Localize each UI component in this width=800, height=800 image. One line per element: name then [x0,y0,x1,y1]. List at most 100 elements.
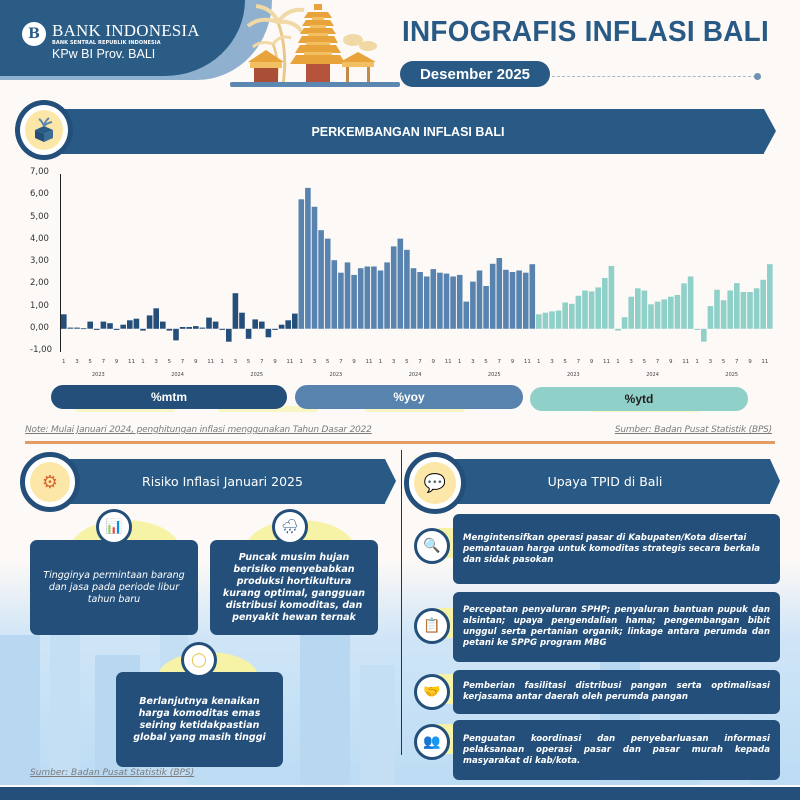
bar-ytd [714,289,720,329]
bar-yoy [450,276,456,329]
bar-mtm [179,327,186,329]
gold-ring-icon: ◯ [191,652,207,668]
bar-yoy [377,270,384,329]
bar-yoy [470,281,476,329]
bar-yoy [318,230,324,329]
x-tick-label: 9 [748,359,752,365]
bar-mtm [292,313,298,329]
bar-mtm [199,327,206,329]
bar-mtm [100,321,107,329]
bar-ytd [681,283,687,329]
x-year-label: 2023 [92,372,105,378]
x-tick-label: 5 [167,359,172,365]
legend-ytd[interactable]: %ytd [530,387,748,411]
temple-ground-line [230,82,400,87]
bar-mtm [146,315,153,329]
bank-indonesia-logo: B BANK INDONESIA BANK SENTRAL REPUBLIK I… [22,22,200,61]
x-tick-label: 11 [128,359,135,365]
x-tick-label: 1 [141,359,145,365]
x-tick-label: 7 [735,359,739,365]
upaya-icon-2: 📋 [414,608,450,644]
bar-ytd [575,295,582,329]
x-tick-label: 9 [114,359,119,365]
bar-ytd [661,299,667,329]
x-tick-label: 7 [418,359,422,365]
bar-ytd [641,290,648,329]
bar-ytd [740,292,747,329]
banner-arrow [764,109,776,153]
bar-ytd [608,266,615,329]
x-tick-label: 5 [325,359,330,365]
chart-note: Note: Mulai Januari 2024, penghitungan i… [25,425,372,435]
y-tick-label: 5,00 [30,211,49,222]
bar-mtm [87,321,93,329]
x-tick-label: 7 [655,359,660,365]
y-tick-label: 2,00 [30,278,49,289]
x-tick-label: 11 [207,359,215,365]
y-tick-label: 1,00 [30,300,49,311]
x-year-label: 2023 [329,372,343,378]
bar-ytd [588,291,595,329]
bar-yoy [516,270,522,329]
x-tick-label: 9 [431,359,436,365]
bar-mtm [120,324,126,329]
bar-yoy [529,264,536,329]
bar-mtm [193,326,199,329]
chart-section-icon [15,100,73,160]
bar-mtm [113,328,120,330]
org-name: BANK INDONESIA [52,21,200,40]
bar-ytd [668,296,674,329]
y-tick-label: 3,00 [30,256,49,266]
x-tick-label: 11 [603,359,610,365]
bi-logo-icon: B [22,22,46,46]
risk-section-icon: ⚙ [20,452,80,512]
risk-icon-gold: ◯ [181,642,217,678]
bar-yoy [344,262,351,329]
period-badge: Desember 2025 [400,61,550,87]
bar-ytd [654,301,661,329]
chart-section-banner: PERKEMBANGAN INFLASI BALI [52,109,764,154]
upaya-section-icon: 💬 [404,452,466,514]
bar-ytd [562,302,568,329]
bar-ytd [720,300,727,329]
bar-mtm [232,293,239,329]
bar-ytd [602,278,608,329]
upaya-card-2: Percepatan penyaluran SPHP; penyaluran b… [453,592,780,662]
bar-ytd [549,311,555,329]
bar-yoy [404,249,410,329]
x-tick-label: 5 [405,359,409,365]
bar-ytd [582,290,588,329]
bar-ytd [701,328,707,342]
bar-mtm [226,328,232,342]
risk-section-title: Risiko Inflasi Januari 2025 [142,474,303,489]
bar-mtm [127,320,133,329]
legend-mtm[interactable]: %mtm [51,385,287,409]
bar-yoy [357,268,364,329]
x-tick-label: 7 [339,359,343,365]
legend-yoy[interactable]: %yoy [295,385,523,409]
x-tick-label: 1 [537,359,541,365]
bar-ytd [536,314,542,329]
inflation-bar-chart: 7,00 6,00 5,00 4,00 3,00 2,00 1,00 0,00 -1,00 1 3… [30,166,775,386]
risk-card-demand: Tingginya permintaan barang dan jasa pad… [30,540,198,635]
bar-yoy [397,238,404,329]
person-chat-icon: 💬 [423,472,447,494]
bar-yoy [298,199,305,329]
bar-mtm [173,328,179,341]
x-year-label: 2024 [408,372,422,378]
upaya-section-banner: Upaya TPID di Bali [440,459,770,504]
bar-mtm [74,327,80,329]
bar-yoy [522,272,529,329]
x-tick-label: 1 [299,359,304,365]
x-tick-label: 5 [484,359,488,365]
bar-yoy [390,246,397,329]
bar-mtm [80,328,87,330]
bar-yoy [364,266,371,329]
bar-ytd [727,290,733,329]
upaya-icon-1: 🔍 [414,528,450,564]
bar-mtm [239,312,245,329]
x-tick-label: 1 [616,359,620,365]
x-tick-label: 3 [708,359,713,365]
x-tick-label: 11 [523,359,531,365]
x-year-label: 2025 [725,372,739,378]
